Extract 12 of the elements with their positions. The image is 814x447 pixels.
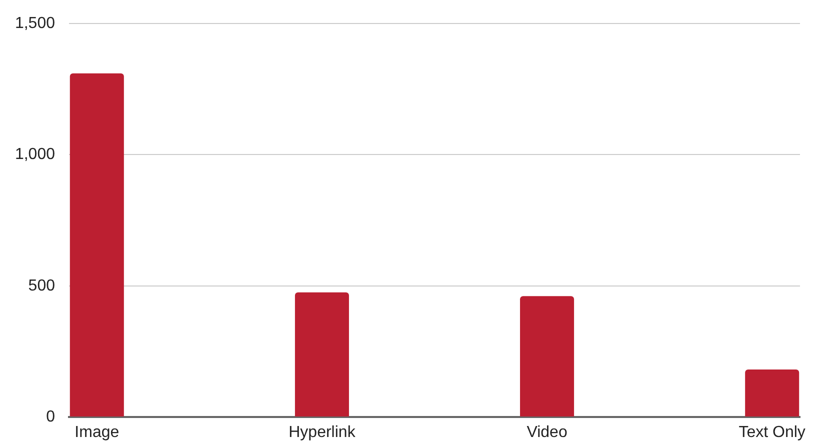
bar [745,370,800,416]
y-tick-label: 1,500 [14,15,56,32]
x-tick-label: Text Only [738,424,806,442]
y-tick-label: 500 [28,277,56,294]
bar [520,296,574,416]
x-tick-label: Video [526,424,568,442]
y-tick-label: 1,000 [14,146,56,164]
bar [294,292,349,416]
x-tick-label: Image [74,424,120,442]
y-tick-label: 0 [46,408,56,426]
bar [70,73,124,416]
x-tick-label: Hyperlink [288,424,356,442]
